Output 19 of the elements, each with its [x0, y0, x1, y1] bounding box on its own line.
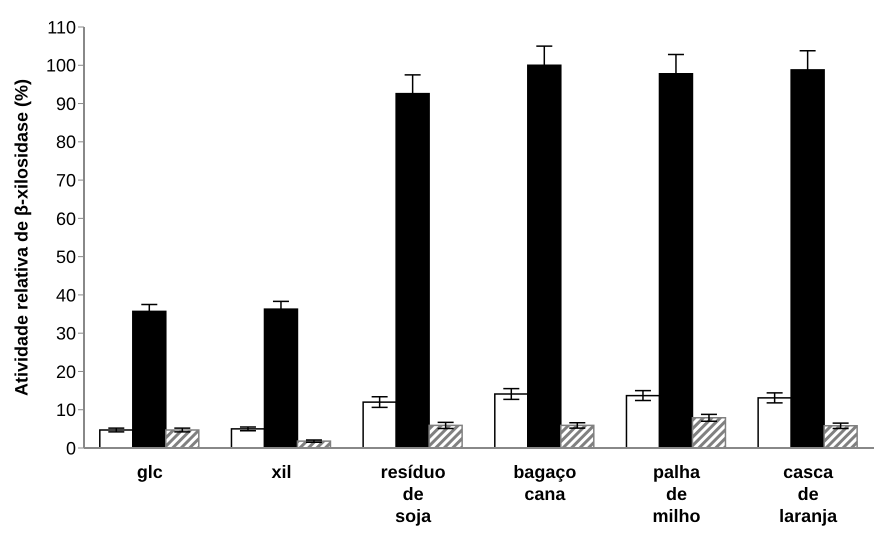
y-tick-label: 50 [56, 247, 76, 268]
y-axis-title: Atividade relativa de β-xilosidase (%) [11, 78, 32, 396]
x-tick-label: xil [271, 462, 292, 482]
y-tick-label: 70 [56, 170, 76, 190]
y-tick-label: 40 [56, 285, 76, 306]
y-tick-label: 80 [56, 132, 76, 152]
x-tick-label: bagaço cana [513, 462, 576, 504]
y-tick-label: 110 [47, 17, 76, 38]
y-tick-label: 100 [46, 56, 76, 76]
x-tick-label: palha de milho [652, 462, 701, 526]
y-tick-label: 90 [56, 94, 76, 114]
x-tick-label: glc [136, 462, 163, 482]
y-tick-label: 60 [56, 208, 76, 229]
y-tick-label: 20 [56, 362, 76, 382]
y-tick-label: 30 [56, 324, 76, 344]
x-tick-label: casca de laranja [779, 462, 838, 526]
y-tick-label: 10 [56, 400, 76, 420]
x-tick-label: resíduo de soja [380, 462, 446, 526]
y-tick-label: 0 [66, 438, 76, 458]
